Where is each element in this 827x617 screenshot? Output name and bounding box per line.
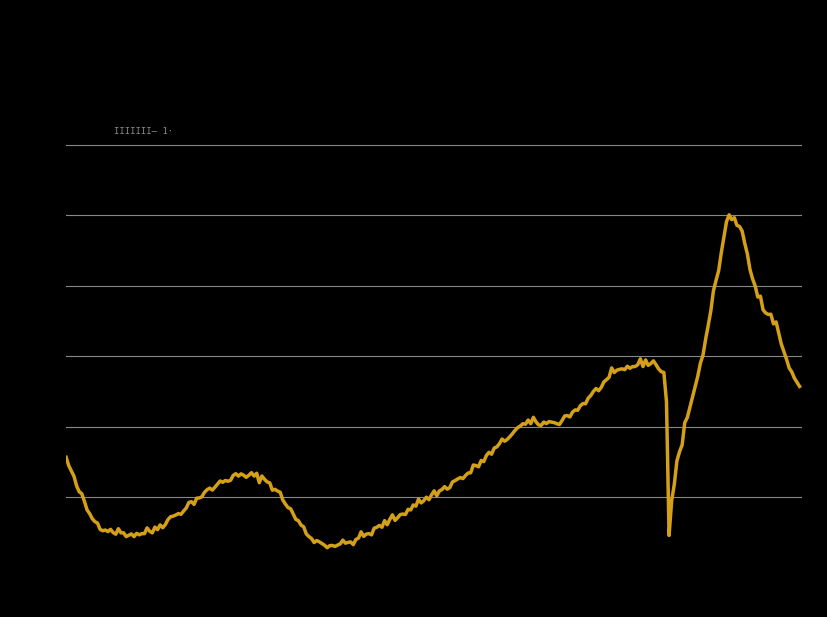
Text: IIIIIII— 1·: IIIIIII— 1· <box>114 126 173 136</box>
